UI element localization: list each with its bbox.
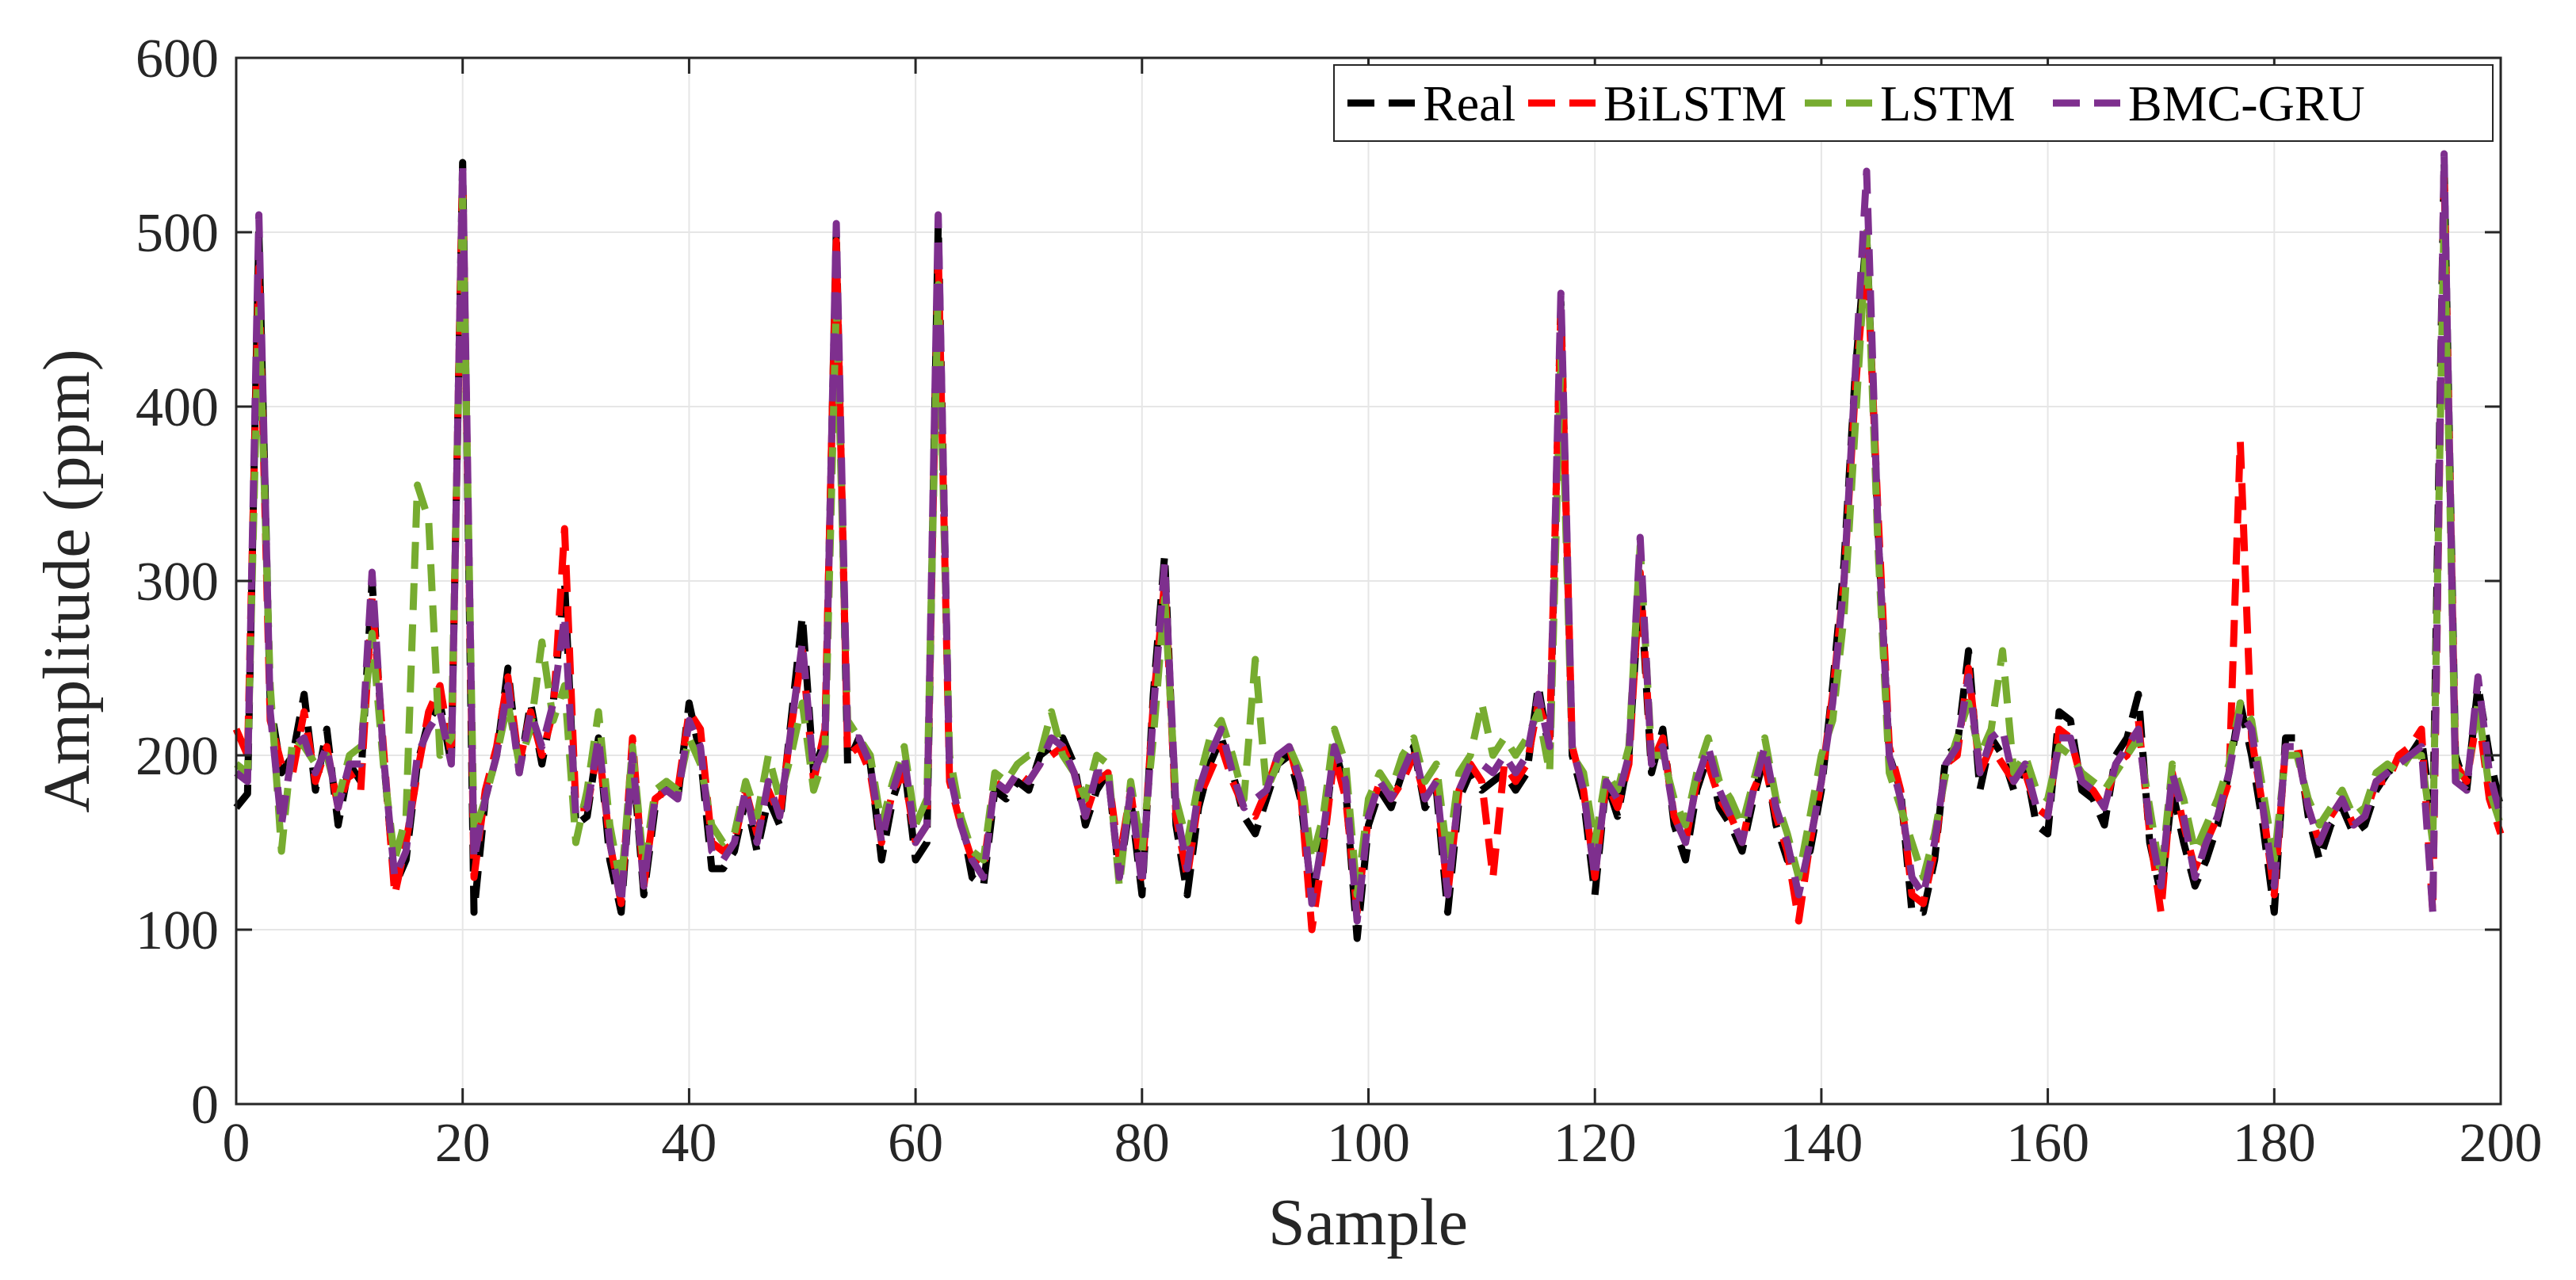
x-tick-label: 100 xyxy=(1327,1113,1410,1174)
legend-box xyxy=(1333,64,2494,142)
y-tick-label: 400 xyxy=(136,377,219,438)
x-tick-label: 120 xyxy=(1554,1113,1637,1174)
y-tick-label: 0 xyxy=(191,1075,219,1136)
x-tick-label: 20 xyxy=(435,1113,491,1174)
x-tick-label: 180 xyxy=(2233,1113,2316,1174)
legend-label-lstm: LSTM xyxy=(1880,75,2016,132)
ticks: 0 20 40 60 80 100 120 140 160 180 200 0 100 200 300 400… xyxy=(136,29,2543,1174)
x-tick-label: 140 xyxy=(1779,1113,1863,1174)
y-tick-label: 200 xyxy=(136,726,219,787)
x-tick-label: 200 xyxy=(2459,1113,2543,1174)
x-tick-label: 40 xyxy=(661,1113,717,1174)
x-tick-label: 0 xyxy=(223,1113,250,1174)
legend-label-bilstm: BiLSTM xyxy=(1603,75,1787,132)
x-tick-label: 60 xyxy=(888,1113,943,1174)
y-tick-label: 300 xyxy=(136,552,219,613)
x-axis-title: Sample xyxy=(1268,1186,1468,1259)
y-tick-label: 500 xyxy=(136,203,219,264)
x-tick-label: 160 xyxy=(2006,1113,2089,1174)
series-line-bmc-gru xyxy=(234,150,2505,925)
series-group xyxy=(232,150,2505,942)
legend-label-bmc-gru: BMC-GRU xyxy=(2128,75,2365,132)
y-tick-label: 600 xyxy=(136,29,219,90)
y-tick-label: 100 xyxy=(136,900,219,961)
legend: Real BiLSTM LSTM BMC-GRU xyxy=(1333,64,2494,142)
x-tick-label: 80 xyxy=(1114,1113,1170,1174)
y-axis-title: Amplitude (ppm) xyxy=(30,349,104,813)
legend-label-real: Real xyxy=(1423,75,1515,132)
